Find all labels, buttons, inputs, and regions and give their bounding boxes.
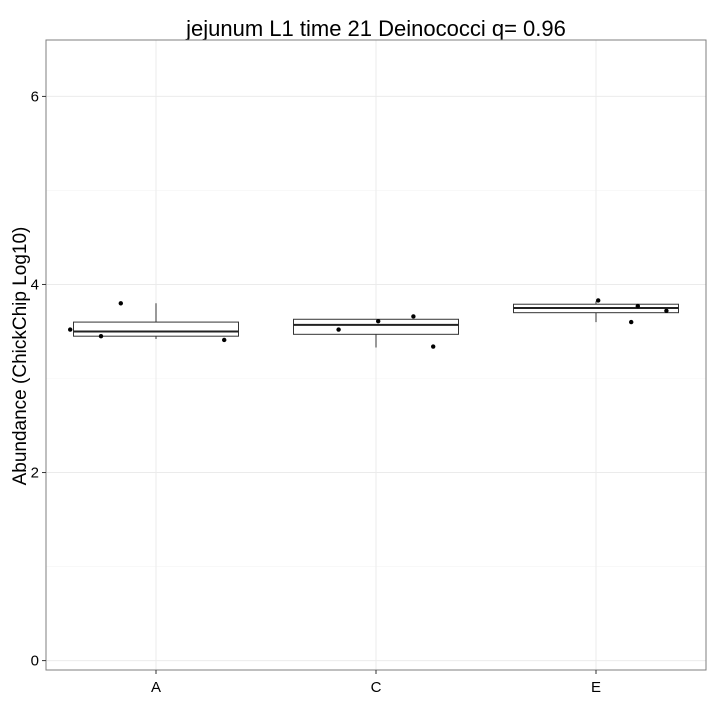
box-A [73,303,239,340]
data-point-E [596,298,601,303]
y-axis-label: Abundance (ChickChip Log10) [10,227,31,486]
y-tick-label: 2 [31,465,39,482]
data-point-C [336,327,341,332]
data-point-C [376,318,381,324]
y-tick-label: 4 [31,276,39,293]
data-point-A [68,327,73,332]
data-points [68,298,669,349]
y-axis-ticks: 0 2 4 6 [31,88,46,670]
data-point-C [431,344,436,349]
y-tick-label: 0 [31,653,39,670]
x-tick-label-C: C [371,679,382,696]
data-point-E [629,319,634,325]
y-tick-label: 6 [31,88,39,105]
data-point-C [411,314,416,319]
box-iqr [73,321,239,337]
data-point-A [98,333,104,339]
data-point-E [664,308,669,314]
x-tick-label-A: A [151,679,161,696]
chart-title: jejunum L1 time 21 Deinococci q= 0.96 [185,16,566,41]
box-E [513,301,679,323]
box-C [293,318,459,348]
data-point-A [118,301,124,306]
box-iqr [293,318,459,335]
major-grid [46,40,706,670]
data-point-A [222,337,227,343]
boxes [73,301,679,348]
x-tick-label-E: E [591,679,601,696]
data-point-E [635,303,640,309]
